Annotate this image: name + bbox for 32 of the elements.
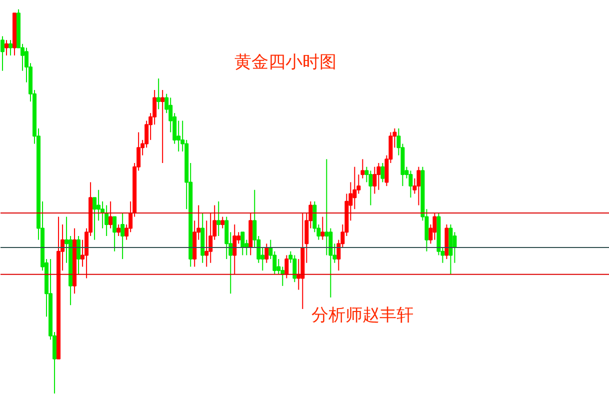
candlestick (156, 78, 161, 110)
candlestick (120, 212, 125, 260)
candlestick (432, 212, 437, 240)
candlestick (416, 166, 421, 206)
candlestick (324, 158, 329, 256)
candlestick (4, 40, 9, 56)
candlestick (176, 120, 181, 152)
candlestick (380, 162, 385, 183)
candlestick (112, 216, 117, 252)
candlestick (284, 254, 289, 279)
candlestick (452, 232, 457, 264)
candlestick (216, 200, 221, 236)
candlestick (372, 166, 377, 194)
candlestick (8, 40, 13, 56)
candlestick (408, 170, 413, 198)
candlestick (76, 235, 81, 275)
candlestick (264, 243, 269, 264)
candlestick (104, 204, 109, 236)
candlestick (368, 170, 373, 206)
candlestick (232, 224, 237, 275)
candlestick (116, 224, 121, 236)
candlestick (220, 216, 225, 229)
text: 黄金四小时图 (234, 52, 336, 72)
candlestick (376, 162, 381, 190)
candlestick (320, 216, 325, 240)
candlestick (0, 36, 4, 72)
candlestick (160, 90, 165, 164)
candlestick (292, 254, 297, 283)
candlestick (240, 232, 245, 256)
candlestick (108, 200, 113, 229)
candlestick (360, 158, 365, 179)
annotation: 分析师赵丰轩 (312, 306, 414, 326)
